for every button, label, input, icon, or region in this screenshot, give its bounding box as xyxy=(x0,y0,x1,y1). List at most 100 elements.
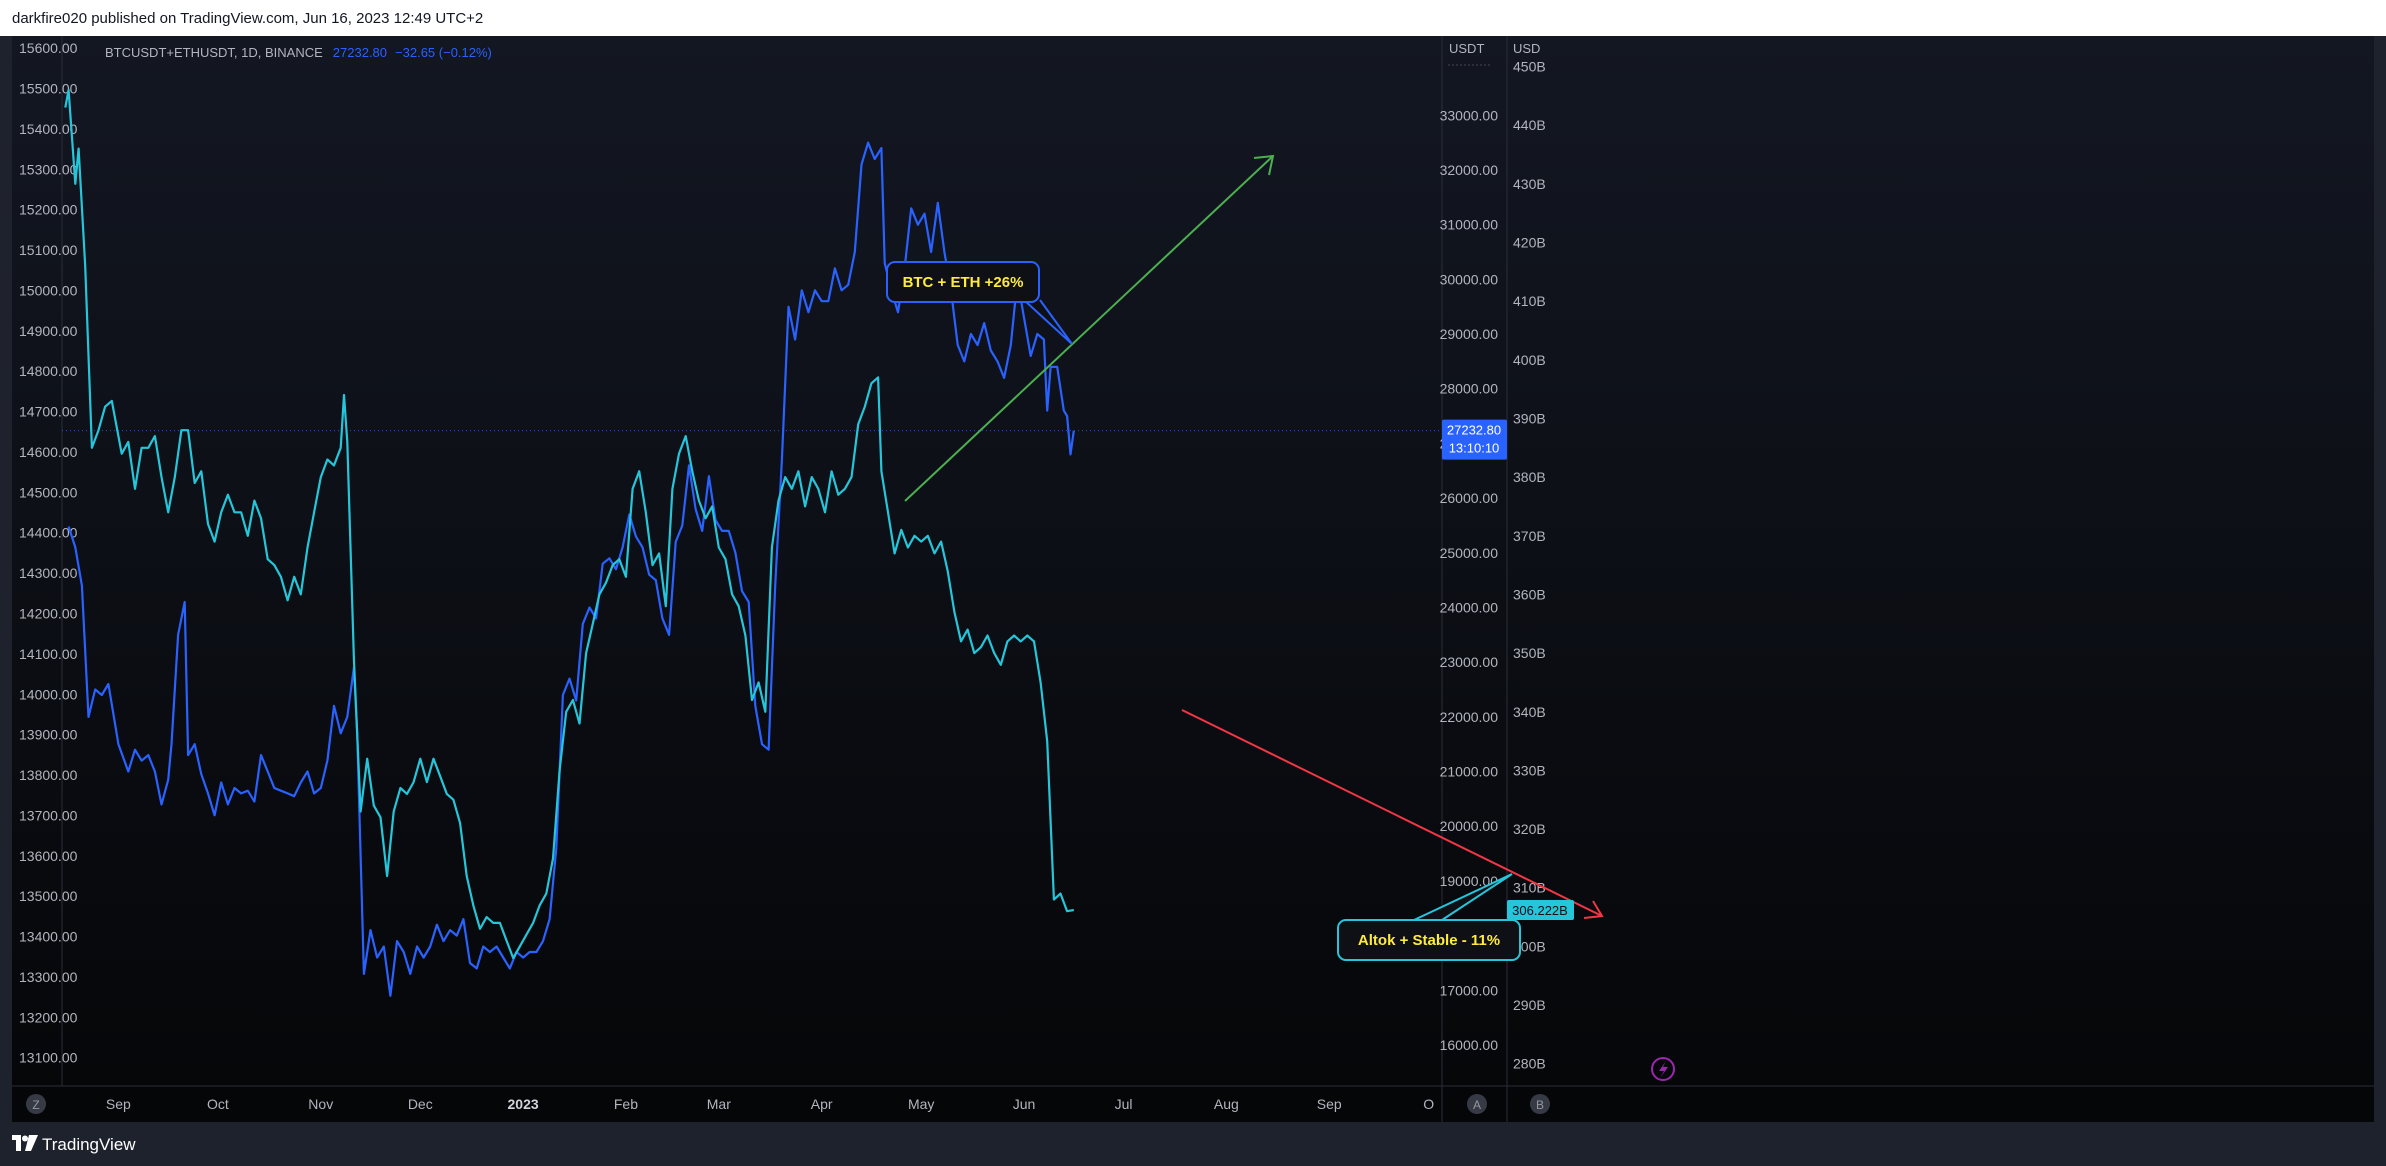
usd-scale-tick: 350B xyxy=(1513,645,1546,661)
left-scale-tick: 14300.00 xyxy=(19,565,78,581)
btc-eth-callout-box xyxy=(886,261,1040,303)
up-trend-arrow xyxy=(904,155,1274,502)
left-scale-tick: 15400.00 xyxy=(19,121,78,137)
usd-scale-tick: 420B xyxy=(1513,234,1546,250)
chart-legend: BTCUSDT+ETHUSDT, 1D, BINANCE 27232.80 −32.… xyxy=(105,45,492,60)
usd-scale-tick: 370B xyxy=(1513,528,1546,544)
usd-scale-tick: 380B xyxy=(1513,469,1546,485)
altok-callout-pointer xyxy=(1413,873,1513,921)
legend-change: −32.65 (−0.12%) xyxy=(395,45,492,60)
left-scale-tick: 13900.00 xyxy=(19,727,78,743)
left-scale-tick: 14000.00 xyxy=(19,686,78,702)
scale-button-z-label: Z xyxy=(32,1098,39,1112)
usdt-scale-tick: 19000.00 xyxy=(1440,873,1499,889)
scale-button-b-bg[interactable] xyxy=(1530,1094,1550,1114)
left-scale-tick: 13700.00 xyxy=(19,807,78,823)
left-scale-tick: 14700.00 xyxy=(19,404,78,420)
time-axis-tick: Jul xyxy=(1115,1096,1133,1112)
last-price-badge-text: 27232.80 xyxy=(1447,423,1501,438)
usdt-scale-tick: 33000.00 xyxy=(1440,107,1499,123)
time-axis-tick: Dec xyxy=(408,1096,433,1112)
time-axis-tick: Feb xyxy=(614,1096,638,1112)
left-scale-tick: 14400.00 xyxy=(19,525,78,541)
time-axis-tick: 2023 xyxy=(508,1096,539,1112)
legend-price: 27232.80 xyxy=(333,45,387,60)
left-scale-tick: 15100.00 xyxy=(19,242,78,258)
tradingview-logo-icon xyxy=(12,1135,38,1151)
scale-button-b-label: B xyxy=(1536,1098,1544,1112)
left-scale-tick: 14600.00 xyxy=(19,444,78,460)
time-axis-tick: Mar xyxy=(707,1096,731,1112)
left-scale-tick: 13600.00 xyxy=(19,848,78,864)
usdt-scale-tick: 26000.00 xyxy=(1440,490,1499,506)
chart-frame[interactable]: 15600.00 15500.00 15400.00 15300.00 15200.00… xyxy=(12,36,2374,1122)
publish-info: darkfire020 published on TradingView.com… xyxy=(12,10,484,27)
usd-scale-tick: 320B xyxy=(1513,821,1546,837)
time-axis-tick: May xyxy=(908,1096,934,1112)
scale-button-z[interactable]: Z xyxy=(26,1094,46,1114)
left-scale-tick: 15600.00 xyxy=(19,40,78,56)
left-scale-tick: 13300.00 xyxy=(19,969,78,985)
scale-button-z-bg[interactable] xyxy=(26,1094,46,1114)
down-trend-arrowhead xyxy=(1583,900,1604,919)
usd-scale-tick: 390B xyxy=(1513,410,1546,426)
usdt-scale-tick: 29000.00 xyxy=(1440,326,1499,342)
usd-scale-tick: 310B xyxy=(1513,880,1546,896)
left-scale-tick: 13800.00 xyxy=(19,767,78,783)
time-axis-tick: O xyxy=(1423,1096,1434,1112)
usdt-scale-tick: 28000.00 xyxy=(1440,381,1499,397)
last-price-badge xyxy=(1442,419,1507,460)
usdt-scale-tick: 24000.00 xyxy=(1440,599,1499,615)
tradingview-logo-text: TradingView xyxy=(42,1135,136,1154)
lightning-icon-bolt[interactable] xyxy=(1659,1061,1668,1078)
usdt-scale-tick: 30000.00 xyxy=(1440,271,1499,287)
scale-button-a-label: A xyxy=(1473,1098,1481,1112)
lightning-icon-ring[interactable] xyxy=(1651,1057,1675,1081)
usd-scale-tick: 440B xyxy=(1513,117,1546,133)
left-scale-tick: 14800.00 xyxy=(19,363,78,379)
left-scale-tick: 13100.00 xyxy=(19,1050,78,1066)
left-scale-tick: 13400.00 xyxy=(19,929,78,945)
left-scale-tick: 14200.00 xyxy=(19,606,78,622)
usd-scale-tick: 280B xyxy=(1513,1056,1546,1072)
left-scale-tick: 14900.00 xyxy=(19,323,78,339)
left-scale-tick: 15200.00 xyxy=(19,202,78,218)
usdt-scale-tick: 22000.00 xyxy=(1440,709,1499,725)
btc-eth-series-line xyxy=(67,141,1075,997)
footer-bar: TradingView xyxy=(0,1122,2386,1166)
btc-eth-callout-label: BTC + ETH +26% xyxy=(903,274,1024,291)
usd-scale-tick: 400B xyxy=(1513,352,1546,368)
usd-value-badge-text: 306.222B xyxy=(1512,903,1568,918)
left-scale-tick: 15000.00 xyxy=(19,282,78,298)
usdt-scale-label: USDT xyxy=(1449,41,1484,56)
publish-info-bar: darkfire020 published on TradingView.com… xyxy=(0,0,2386,36)
usdt-scale-tick: 20000.00 xyxy=(1440,818,1499,834)
chart-background xyxy=(12,36,2374,1122)
usd-value-badge xyxy=(1507,900,1574,921)
scale-button-a[interactable]: A xyxy=(1467,1094,1487,1114)
left-scale-tick: 14100.00 xyxy=(19,646,78,662)
lightning-icon[interactable] xyxy=(1651,1057,1675,1081)
btc-eth-callout-pointer xyxy=(1023,299,1073,345)
legend-symbol: BTCUSDT+ETHUSDT, 1D, BINANCE xyxy=(105,45,323,60)
usdt-scale-tick: 31000.00 xyxy=(1440,217,1499,233)
usd-scale-tick: 430B xyxy=(1513,176,1546,192)
time-axis-tick: Jun xyxy=(1013,1096,1036,1112)
left-scale-tick: 14500.00 xyxy=(19,484,78,500)
usd-scale-label: USD xyxy=(1513,41,1540,56)
usdt-scale-tick: 32000.00 xyxy=(1440,162,1499,178)
countdown-badge-text: 13:10:10 xyxy=(1449,441,1500,456)
usd-scale-tick: 360B xyxy=(1513,586,1546,602)
price-chart[interactable]: 15600.00 15500.00 15400.00 15300.00 15200.00… xyxy=(12,36,2374,1122)
time-axis-tick: Sep xyxy=(106,1096,131,1112)
usd-scale-tick: 450B xyxy=(1513,59,1546,75)
usdt-scale-tick: 17000.00 xyxy=(1440,982,1499,998)
usdt-scale-tick: 25000.00 xyxy=(1440,545,1499,561)
time-axis-tick: Sep xyxy=(1317,1096,1342,1112)
scale-button-a-bg[interactable] xyxy=(1467,1094,1487,1114)
left-scale-tick: 15300.00 xyxy=(19,161,78,177)
left-scale-tick: 13200.00 xyxy=(19,1009,78,1025)
scale-button-b[interactable]: B xyxy=(1530,1094,1550,1114)
left-scale-tick: 15500.00 xyxy=(19,81,78,97)
time-axis-tick: Aug xyxy=(1214,1096,1239,1112)
